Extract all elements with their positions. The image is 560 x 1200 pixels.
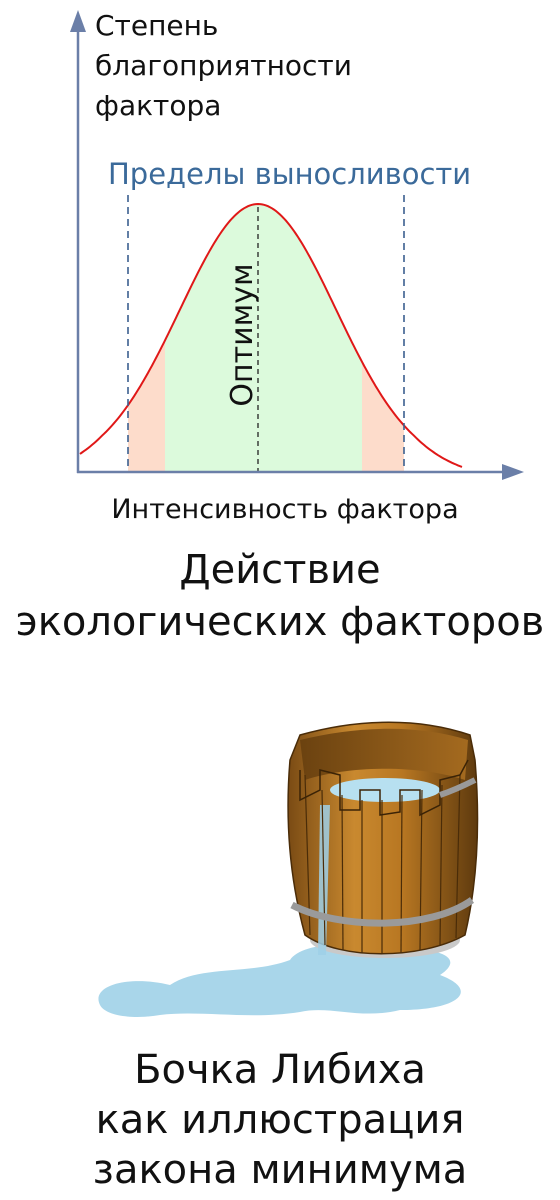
axis-arrow <box>502 464 524 480</box>
barrel-illustration <box>98 721 479 1017</box>
caption: закона минимума <box>93 1147 468 1193</box>
barrel-inside <box>300 728 468 780</box>
broken-staves <box>299 759 469 817</box>
tolerance-label: Пределы выносливости <box>108 157 471 191</box>
puddle <box>98 944 461 1017</box>
pessimum-zone <box>362 204 404 472</box>
pessimum-zone <box>128 204 165 472</box>
hoop <box>439 777 477 798</box>
caption: как иллюстрация <box>96 1097 465 1143</box>
x-axis-label: Интенсивность фактора <box>111 494 458 525</box>
hoop <box>290 897 475 927</box>
zones <box>128 204 404 472</box>
optimum-zone <box>165 204 362 472</box>
y-axis-label: Степень <box>95 9 218 42</box>
barrel-body <box>287 721 479 955</box>
caption: Бочка Либиха <box>134 1047 426 1093</box>
axis-arrow <box>70 10 86 32</box>
curve <box>79 202 463 468</box>
optimum-label: Оптимум <box>225 263 260 406</box>
y-axis-label: фактора <box>95 89 221 122</box>
caption: Действие <box>179 547 380 593</box>
water-surface <box>330 778 440 802</box>
y-axis-label: благоприятности <box>95 49 352 82</box>
caption: экологических факторов <box>16 599 545 645</box>
